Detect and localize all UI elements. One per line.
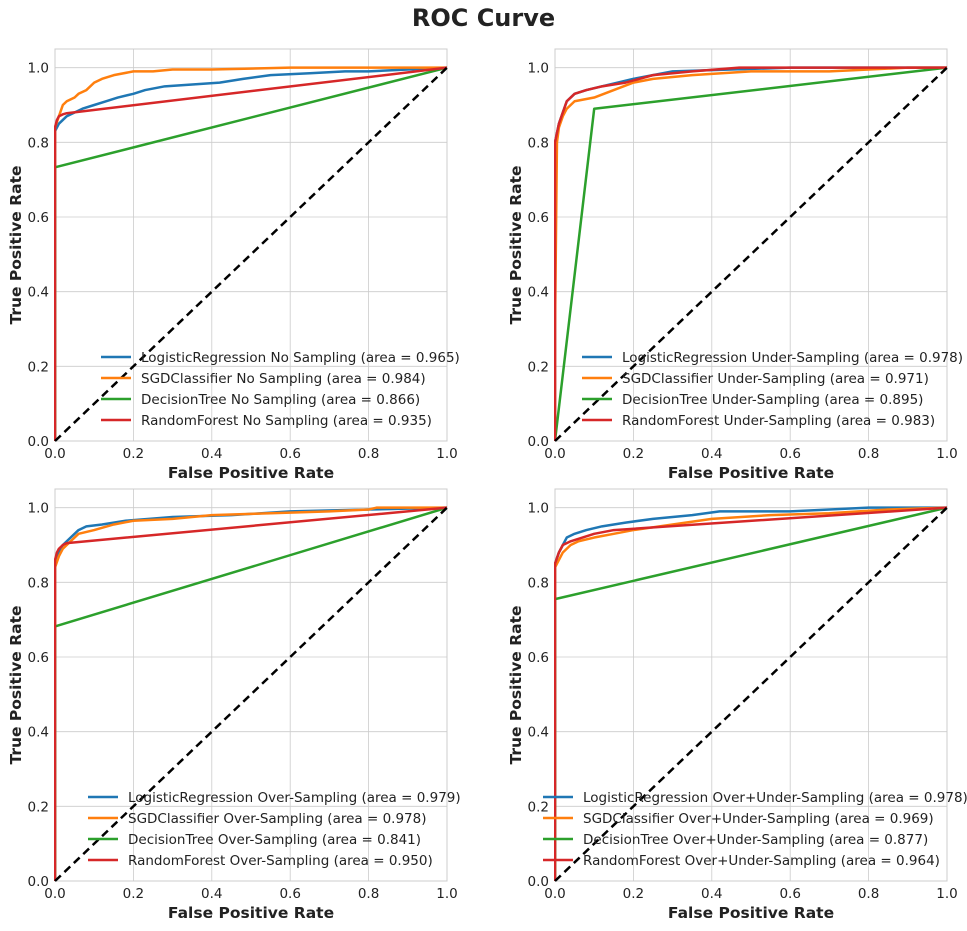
x-axis-label: False Positive Rate [168,904,334,922]
x-axis-label: False Positive Rate [668,904,834,922]
x-tick-label: 0.4 [701,446,722,462]
y-tick-label: 0.8 [28,135,49,151]
legend-entry: SGDClassifier Under-Sampling (area = 0.9… [622,371,929,387]
legend-entry: RandomForest Over+Under-Sampling (area =… [583,853,940,869]
y-tick-label: 0.4 [28,725,49,741]
x-tick-label: 0.2 [123,446,144,462]
y-tick-label: 0.8 [28,575,49,591]
x-tick-label: 0.8 [858,446,879,462]
legend-entry: SGDClassifier No Sampling (area = 0.984) [141,371,426,387]
legend-entry: RandomForest Under-Sampling (area = 0.98… [622,413,935,429]
y-axis-label: True Positive Rate [7,165,25,324]
roc-curve-sgdclassifier [54,506,447,881]
y-tick-label: 0.8 [528,135,549,151]
y-tick-label: 1.0 [28,501,49,517]
x-tick-label: 0.4 [201,446,222,462]
x-tick-label: 1.0 [936,886,957,902]
legend-entry: DecisionTree Over-Sampling (area = 0.841… [128,832,421,848]
x-tick-label: 1.0 [936,446,957,462]
y-tick-label: 0.0 [28,434,49,450]
y-tick-label: 0.0 [28,874,49,890]
x-tick-label: 1.0 [436,446,457,462]
roc-curve-randomforest [54,506,448,881]
x-axis-label: False Positive Rate [168,464,334,482]
x-tick-label: 0.2 [623,446,644,462]
x-tick-label: 0.0 [544,886,565,902]
y-tick-label: 0.0 [528,874,549,890]
x-tick-label: 0.6 [279,886,300,902]
y-tick-label: 0.4 [528,725,549,741]
roc-panel-2: 0.0 0.2 0.4 0.6 0.8 1.0 0.0 0.2 0.4 0.6 0.8 1.0 Fals… [507,48,963,482]
legend-entry: LogisticRegression Under-Sampling (area … [622,350,963,366]
y-tick-label: 0.2 [28,359,49,375]
y-tick-label: 0.2 [28,799,49,815]
y-tick-label: 0.2 [528,799,549,815]
roc-curve-randomforest [54,66,448,441]
x-tick-label: 0.2 [623,886,644,902]
legend-entry: DecisionTree Under-Sampling (area = 0.89… [622,392,923,408]
x-tick-label: 0.0 [44,446,65,462]
roc-curve-sgdclassifier [54,66,447,441]
x-tick-label: 0.4 [701,886,722,902]
y-tick-label: 0.4 [28,285,49,301]
y-axis-label: True Positive Rate [7,605,25,764]
x-tick-label: 0.4 [201,886,222,902]
x-tick-label: 0.0 [44,886,65,902]
y-tick-label: 1.0 [28,61,49,77]
roc-curve-randomforest [554,66,947,441]
y-tick-label: 0.4 [528,285,549,301]
y-tick-label: 0.6 [528,650,549,666]
roc-panel-3: 0.0 0.2 0.4 0.6 0.8 1.0 0.0 0.2 0.4 0.6 0.8 1.0 Fals… [7,488,461,922]
x-axis-label: False Positive Rate [668,464,834,482]
y-tick-label: 1.0 [528,501,549,517]
legend-entry: RandomForest No Sampling (area = 0.935) [141,413,432,429]
figure-title: ROC Curve [411,4,556,32]
roc-curve-decisiontree [554,66,948,442]
legend-entry: DecisionTree Over+Under-Sampling (area =… [583,832,928,848]
roc-panel-1: 0.0 0.2 0.4 0.6 0.8 1.0 0.0 0.2 0.4 0.6 0.8 1.0 Fals… [7,48,460,482]
legend-entry: LogisticRegression Over+Under-Sampling (… [583,790,967,806]
legend-entry: DecisionTree No Sampling (area = 0.866) [141,392,420,408]
x-tick-label: 0.6 [279,446,300,462]
roc-curve-sgdclassifier [554,506,948,881]
x-tick-label: 0.2 [123,886,144,902]
y-tick-label: 0.2 [528,359,549,375]
y-tick-label: 0.8 [528,575,549,591]
y-tick-label: 0.0 [528,434,549,450]
y-tick-label: 0.6 [528,210,549,226]
x-tick-label: 1.0 [436,886,457,902]
y-tick-label: 0.6 [28,650,49,666]
roc-curve-logisticregression [54,66,448,441]
legend-entry: LogisticRegression No Sampling (area = 0… [141,350,460,366]
x-tick-label: 0.8 [358,446,379,462]
y-axis-label: True Positive Rate [507,165,525,324]
x-tick-label: 0.8 [358,886,379,902]
y-axis-label: True Positive Rate [507,605,525,764]
x-tick-label: 0.6 [779,446,800,462]
legend-entry: SGDClassifier Over-Sampling (area = 0.97… [128,811,426,827]
y-tick-label: 0.6 [28,210,49,226]
legend-entry: LogisticRegression Over-Sampling (area =… [128,790,461,806]
y-tick-label: 1.0 [528,61,549,77]
roc-curve-sgdclassifier [554,66,947,441]
x-tick-label: 0.0 [544,446,565,462]
legend-entry: RandomForest Over-Sampling (area = 0.950… [128,853,433,869]
legend-entry: SGDClassifier Over+Under-Sampling (area … [583,811,934,827]
x-tick-label: 0.6 [779,886,800,902]
roc-curve-randomforest [554,506,948,881]
x-tick-label: 0.8 [858,886,879,902]
roc-panel-4: 0.0 0.2 0.4 0.6 0.8 1.0 0.0 0.2 0.4 0.6 0.8 1.0 Fals… [507,488,967,922]
